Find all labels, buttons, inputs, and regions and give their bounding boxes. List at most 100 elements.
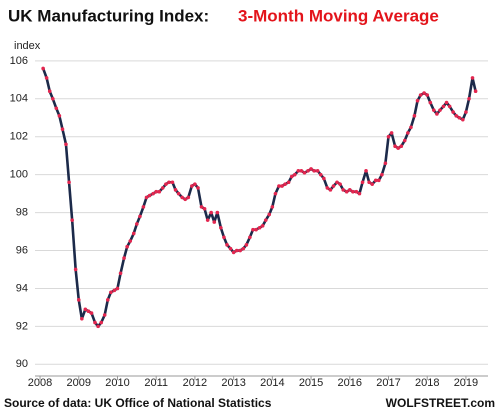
data-point: [54, 106, 59, 111]
y-tick-label: 96: [16, 244, 28, 256]
data-point: [344, 189, 349, 194]
data-point: [396, 146, 400, 150]
data-point: [141, 205, 146, 209]
y-tick-label: 98: [16, 206, 28, 218]
data-point: [367, 180, 371, 185]
data-point: [83, 307, 88, 312]
data-point: [248, 235, 252, 240]
data-point: [328, 188, 333, 192]
x-tick-label: 2013: [221, 377, 245, 389]
data-point: [102, 313, 107, 317]
data-point: [105, 298, 110, 302]
x-tick-label: 2011: [144, 377, 168, 389]
data-point: [283, 182, 287, 186]
data-point: [473, 89, 478, 94]
data-point: [131, 231, 136, 236]
data-point: [109, 290, 113, 295]
data-point: [44, 76, 49, 80]
data-point: [80, 316, 84, 321]
data-point: [292, 172, 297, 177]
data-point: [47, 89, 52, 94]
data-point: [128, 239, 133, 243]
data-point: [402, 138, 407, 143]
data-point: [425, 93, 430, 97]
data-point: [386, 134, 391, 139]
data-point: [135, 222, 139, 226]
data-point: [273, 191, 278, 196]
data-point: [112, 288, 117, 293]
data-point: [373, 178, 378, 183]
data-point: [286, 180, 291, 185]
data-point: [219, 225, 223, 230]
data-point: [335, 180, 339, 185]
data-point: [312, 169, 316, 173]
data-point: [190, 184, 194, 188]
source-note: Source of data: UK Office of National St…: [4, 396, 272, 410]
data-point: [241, 246, 246, 251]
data-point: [306, 169, 310, 173]
data-point: [157, 189, 162, 194]
data-point: [254, 227, 258, 232]
data-point: [60, 127, 65, 131]
data-point: [231, 250, 236, 255]
data-point: [125, 244, 129, 249]
data-point: [196, 186, 200, 190]
data-point: [296, 169, 301, 173]
data-point: [441, 104, 446, 109]
data-point: [67, 180, 71, 185]
data-point: [364, 169, 368, 173]
x-tick-label: 2017: [376, 377, 400, 389]
y-tick-label: 90: [16, 358, 28, 370]
data-point: [418, 93, 423, 97]
data-point: [167, 180, 171, 185]
y-tick-label: 102: [10, 131, 28, 143]
data-point: [73, 267, 78, 272]
y-axis-label: index: [14, 40, 41, 52]
data-point: [322, 176, 326, 181]
data-point: [89, 311, 94, 315]
data-point: [270, 205, 275, 209]
data-point: [267, 212, 272, 217]
data-point: [431, 108, 436, 112]
data-point: [393, 144, 397, 149]
data-point: [370, 182, 375, 186]
data-point: [351, 189, 355, 194]
data-point: [176, 191, 181, 196]
data-point: [383, 161, 388, 166]
data-point: [251, 227, 255, 232]
data-point: [41, 66, 45, 71]
data-point: [412, 114, 417, 118]
y-tick-label: 92: [16, 320, 28, 332]
x-tick-label: 2019: [454, 377, 478, 389]
data-point: [228, 246, 233, 251]
data-point: [464, 110, 468, 114]
data-point: [222, 235, 226, 240]
data-point: [447, 104, 452, 109]
y-tick-label: 104: [10, 93, 28, 105]
data-point: [234, 248, 239, 253]
data-point: [435, 112, 439, 116]
data-point: [341, 188, 345, 192]
data-point: [354, 189, 359, 194]
data-point: [399, 144, 404, 149]
data-point: [470, 76, 475, 80]
x-tick-label: 2012: [183, 377, 207, 389]
data-point: [238, 248, 243, 253]
x-tick-label: 2014: [260, 377, 284, 389]
data-point: [406, 131, 410, 135]
data-point: [415, 98, 420, 103]
data-point: [302, 170, 307, 175]
data-point: [118, 271, 123, 276]
data-point: [457, 115, 462, 120]
data-point: [409, 125, 413, 130]
data-point: [96, 324, 100, 329]
data-point: [93, 320, 97, 325]
data-point: [357, 191, 362, 196]
data-point: [115, 286, 120, 291]
chart-subtitle: 3-Month Moving Average: [238, 6, 439, 25]
data-point: [389, 131, 394, 135]
data-point: [186, 195, 191, 200]
data-point: [99, 320, 104, 325]
data-point: [138, 214, 142, 219]
